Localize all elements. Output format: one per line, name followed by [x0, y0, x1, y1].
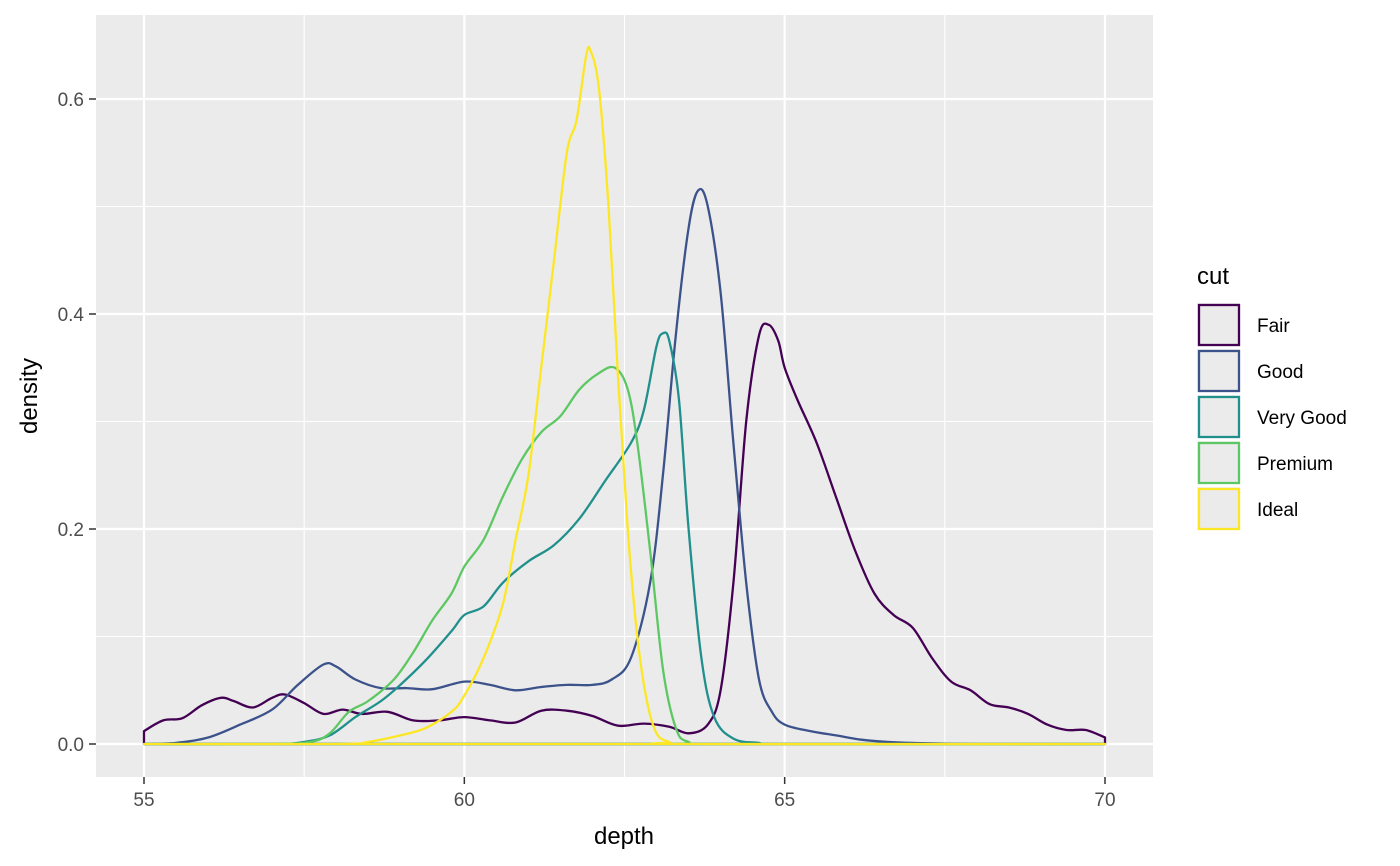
y-tick-label-2: 0.4 [58, 305, 85, 326]
legend-label-good: Good [1257, 362, 1303, 383]
series-lines [142, 45, 1107, 746]
density-line-ideal [142, 45, 1107, 746]
y-axis-title: density [16, 358, 43, 434]
legend-key-swatch-fair [1197, 303, 1241, 347]
legend-label-fair: Fair [1257, 316, 1290, 337]
legend-title: cut [1197, 263, 1229, 290]
legend-label-ideal: Ideal [1257, 500, 1298, 521]
grid-minor [96, 15, 1153, 777]
legend-label-very-good: Very Good [1257, 408, 1347, 429]
density-line-good [142, 187, 1107, 746]
x-tick-label-3: 70 [1094, 790, 1115, 811]
y-tick-label-0: 0.0 [58, 735, 84, 756]
legend: cut Fair Good Very Good Premium Ideal [1197, 263, 1347, 531]
x-tick-label-2: 65 [774, 790, 795, 811]
y-axis: 0.0 0.2 0.4 0.6 [58, 90, 96, 756]
legend-key-swatch-premium [1197, 441, 1241, 485]
legend-key-swatch-good [1197, 349, 1241, 393]
legend-items: Fair Good Very Good Premium Ideal [1197, 303, 1347, 531]
y-tick-label-1: 0.2 [58, 520, 84, 541]
x-axis-title: depth [594, 823, 654, 850]
y-tick-label-3: 0.6 [58, 90, 84, 111]
density-line-very-good [142, 331, 1107, 746]
legend-label-premium: Premium [1257, 454, 1333, 475]
density-line-premium [142, 365, 1107, 746]
legend-key-swatch-ideal [1197, 487, 1241, 531]
x-tick-label-1: 60 [454, 790, 475, 811]
x-tick-label-0: 55 [133, 790, 154, 811]
x-axis: 55 60 65 70 [133, 777, 1116, 811]
legend-key-swatch-very-good [1197, 395, 1241, 439]
density-line-fair [142, 322, 1107, 746]
